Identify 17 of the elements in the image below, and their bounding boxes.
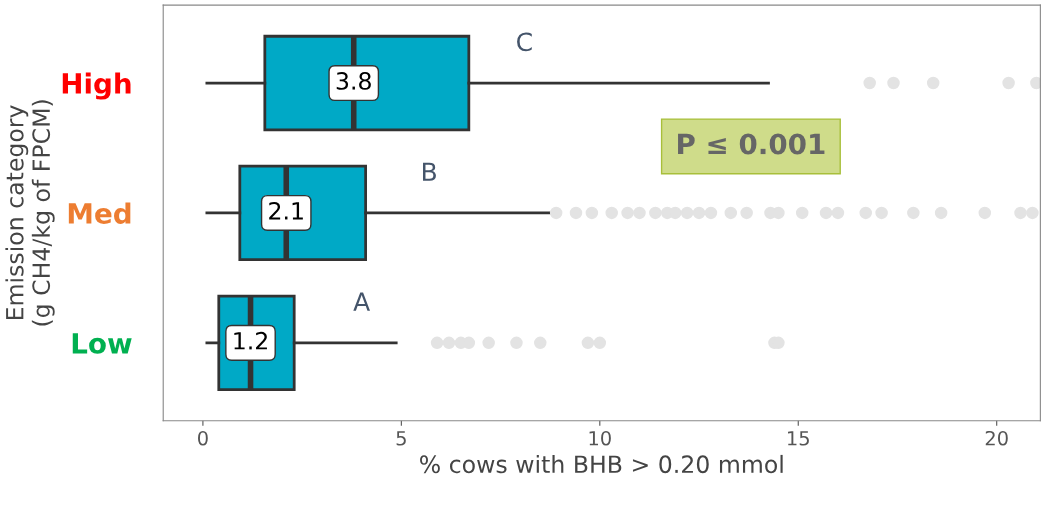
x-tick-label: 20 bbox=[985, 430, 1008, 446]
x-tick-label: 0 bbox=[198, 430, 208, 446]
x-tick-label: 15 bbox=[788, 431, 809, 446]
annotation: 2.1 bbox=[269, 201, 303, 220]
x-axis-title: % cows with BHB > 0.20 mmol bbox=[420, 454, 783, 474]
y-axis-title: Emission category (g CH4/kg of FPCM) bbox=[5, 100, 55, 326]
annotation: P ≤ 0.001 bbox=[678, 133, 825, 155]
annotation: 1.2 bbox=[234, 331, 267, 350]
y-tick-label: Med bbox=[68, 202, 131, 224]
annotation: 3.8 bbox=[336, 72, 371, 90]
y-tick-label: Low bbox=[72, 333, 132, 354]
x-tick-label: 5 bbox=[396, 431, 406, 446]
annotation: C bbox=[517, 32, 532, 52]
annotation: B bbox=[423, 162, 436, 181]
x-tick-label: 10 bbox=[589, 430, 611, 446]
y-tick-label: High bbox=[62, 72, 131, 100]
annotation: A bbox=[353, 292, 371, 311]
